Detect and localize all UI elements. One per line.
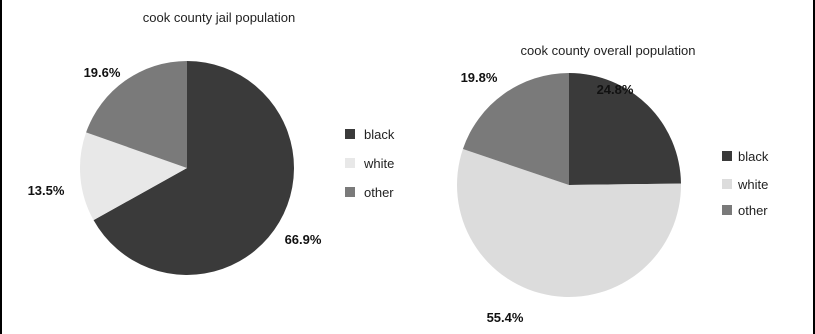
overall-legend-swatch-other: [722, 205, 732, 215]
overall-population-chart: cook county overall population 19.8% 24.…: [456, 43, 769, 325]
overall-legend-label-white: white: [737, 177, 768, 192]
overall-slice-black: [569, 73, 681, 185]
overall-legend: black white other: [722, 149, 769, 218]
jail-legend-label-black: black: [364, 127, 395, 142]
overall-legend-label-black: black: [738, 149, 769, 164]
overall-label-white: 55.4%: [487, 310, 524, 325]
jail-legend-swatch-other: [345, 187, 355, 197]
overall-legend-swatch-black: [722, 151, 732, 161]
jail-slice-white: [79, 132, 187, 221]
overall-label-black: 24.8%: [597, 82, 634, 97]
overall-chart-title: cook county overall population: [521, 43, 696, 58]
jail-label-black: 66.9%: [285, 232, 322, 247]
jail-label-white: 13.5%: [28, 183, 65, 198]
jail-population-chart: cook county jail population 19.6% 13.5% …: [28, 10, 395, 275]
overall-legend-label-other: other: [738, 203, 768, 218]
overall-legend-swatch-white: [722, 179, 732, 189]
jail-chart-title: cook county jail population: [143, 10, 296, 25]
jail-label-other: 19.6%: [84, 65, 121, 80]
jail-legend-label-white: white: [363, 156, 394, 171]
jail-legend-label-other: other: [364, 185, 394, 200]
jail-legend-swatch-white: [345, 158, 355, 168]
jail-slice-other: [86, 61, 187, 168]
overall-slice-white: [456, 149, 681, 297]
jail-pie: [79, 61, 294, 275]
overall-pie: [456, 73, 681, 297]
jail-legend: black white other: [345, 127, 395, 200]
overall-label-other: 19.8%: [461, 70, 498, 85]
overall-slice-other: [462, 73, 569, 185]
jail-legend-swatch-black: [345, 129, 355, 139]
jail-slice-black: [93, 61, 294, 275]
